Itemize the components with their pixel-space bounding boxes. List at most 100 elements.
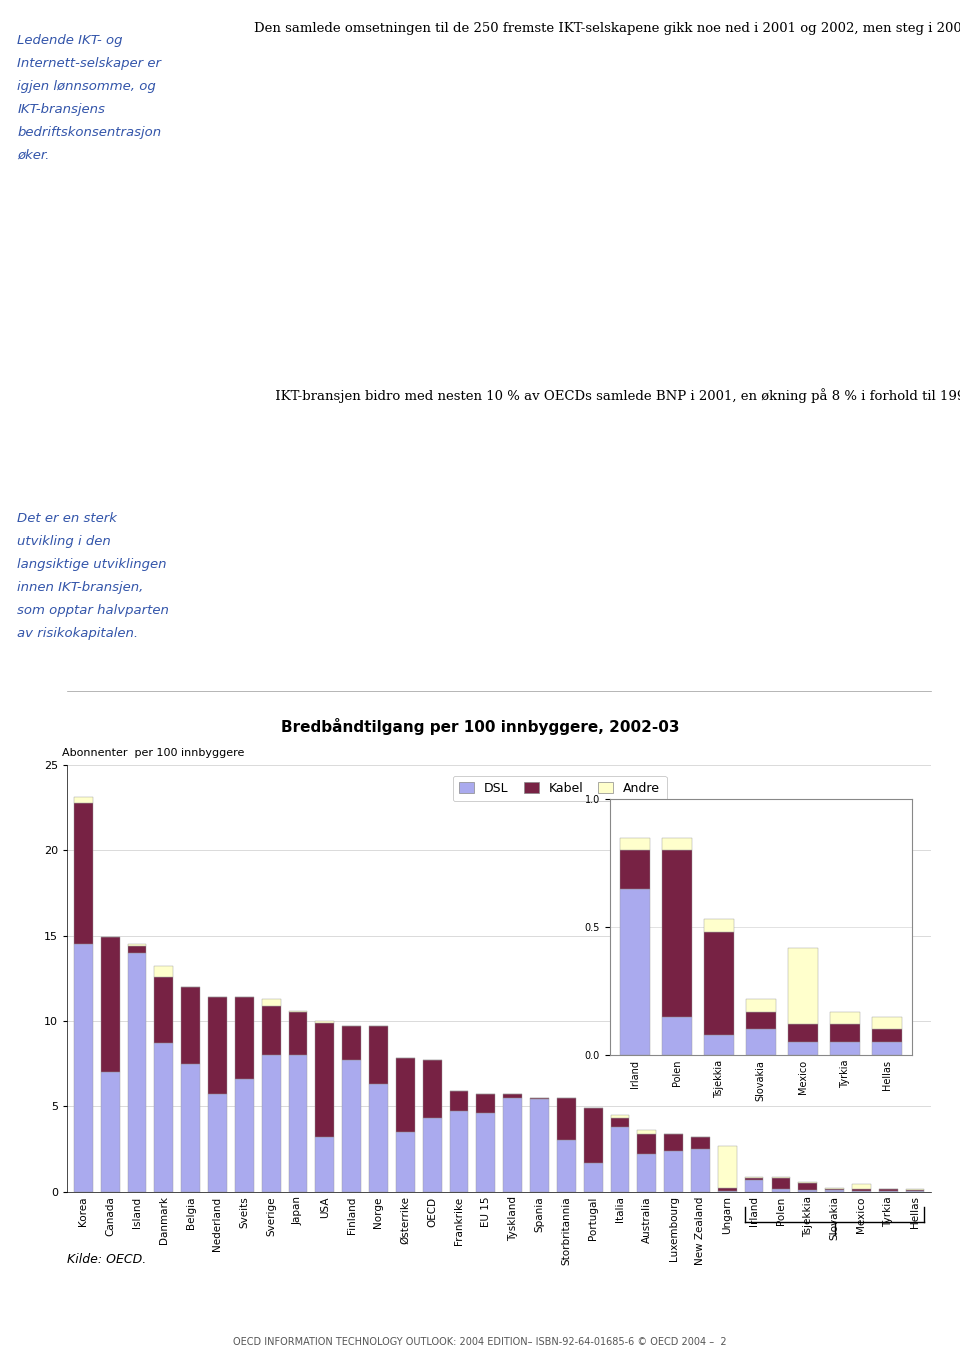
Bar (788, 1043, 818, 1055)
Bar (852, 1185, 871, 1189)
Bar (262, 1055, 280, 1192)
Bar (637, 1154, 657, 1192)
Bar (718, 1187, 736, 1190)
Bar (557, 1098, 576, 1140)
Bar (620, 850, 650, 888)
Bar (396, 1132, 415, 1192)
Text: som opptar halvparten: som opptar halvparten (17, 604, 169, 617)
Bar (74, 798, 93, 803)
Bar (74, 944, 93, 1192)
Text: Bredbåndtilgang per 100 innbyggere, 2002-03: Bredbåndtilgang per 100 innbyggere, 2002… (280, 718, 680, 735)
Bar (316, 1021, 334, 1022)
Bar (181, 987, 200, 1064)
Bar (637, 1133, 657, 1154)
Bar (449, 1091, 468, 1112)
Bar (746, 1011, 776, 1029)
Bar (128, 946, 146, 953)
Bar (155, 1043, 173, 1192)
Bar (289, 1055, 307, 1192)
Bar (872, 1017, 901, 1029)
Bar (662, 1017, 691, 1055)
Text: Ledende IKT- og: Ledende IKT- og (17, 34, 123, 47)
Bar (369, 1085, 388, 1192)
Bar (611, 1114, 630, 1118)
Bar (530, 1099, 549, 1192)
Text: langsiktige utviklingen: langsiktige utviklingen (17, 558, 167, 571)
Text: Den samlede omsetningen til de 250 fremste IKT-selskapene gikk noe ned i 2001 og: Den samlede omsetningen til de 250 frems… (254, 20, 960, 35)
Bar (181, 1064, 200, 1192)
Bar (745, 1181, 763, 1192)
Bar (584, 1163, 603, 1192)
Text: bedriftskonsentrasjon: bedriftskonsentrasjon (17, 126, 161, 139)
Bar (208, 1094, 227, 1192)
Bar (662, 838, 691, 850)
Bar (799, 1183, 817, 1190)
Bar (503, 1098, 522, 1192)
Bar (704, 919, 733, 932)
Bar (746, 999, 776, 1011)
Text: øker.: øker. (17, 149, 50, 162)
Bar (342, 1026, 361, 1060)
Text: Kilde: OECD.: Kilde: OECD. (67, 1252, 147, 1266)
Bar (342, 1060, 361, 1192)
Bar (826, 1190, 844, 1192)
Bar (396, 1059, 415, 1132)
Legend: DSL, Kabel, Andre: DSL, Kabel, Andre (453, 776, 666, 802)
Bar (584, 1108, 603, 1163)
Bar (74, 803, 93, 944)
Text: OECD INFORMATION TECHNOLOGY OUTLOOK: 2004 EDITION– ISBN-92-64-01685-6 © OECD 200: OECD INFORMATION TECHNOLOGY OUTLOOK: 200… (233, 1338, 727, 1347)
Bar (788, 948, 818, 1025)
Bar (316, 1137, 334, 1192)
Bar (637, 1131, 657, 1133)
Bar (772, 1178, 790, 1189)
Bar (830, 1025, 859, 1043)
Bar (664, 1133, 683, 1151)
Bar (422, 1060, 442, 1118)
Bar (101, 1072, 120, 1192)
Bar (316, 1022, 334, 1137)
Text: innen IKT-bransjen,: innen IKT-bransjen, (17, 581, 144, 594)
Bar (557, 1140, 576, 1192)
Bar (128, 944, 146, 946)
Text: Internett-selskaper er: Internett-selskaper er (17, 57, 161, 70)
Bar (830, 1011, 859, 1025)
Bar (611, 1118, 630, 1127)
Bar (691, 1148, 709, 1192)
Bar (476, 1113, 495, 1192)
Text: av risikokapitalen.: av risikokapitalen. (17, 627, 138, 640)
Bar (872, 1043, 901, 1055)
Bar (745, 1178, 763, 1181)
Text: igjen lønnsomme, og: igjen lønnsomme, og (17, 80, 156, 93)
Bar (235, 997, 253, 1079)
Bar (503, 1094, 522, 1098)
Bar (718, 1147, 736, 1187)
Bar (422, 1118, 442, 1192)
Bar (691, 1137, 709, 1148)
Bar (872, 1029, 901, 1043)
Bar (620, 888, 650, 1055)
Bar (664, 1151, 683, 1192)
Bar (369, 1026, 388, 1085)
Bar (289, 1010, 307, 1013)
Bar (262, 1006, 280, 1055)
Text: utvikling i den: utvikling i den (17, 535, 111, 548)
Bar (662, 850, 691, 1017)
Bar (208, 997, 227, 1094)
Bar (611, 1127, 630, 1192)
Bar (704, 932, 733, 1034)
Bar (830, 1043, 859, 1055)
Bar (704, 1034, 733, 1055)
Text: Det er en sterk: Det er en sterk (17, 512, 117, 525)
Bar (128, 953, 146, 1192)
Bar (620, 838, 650, 850)
Bar (155, 976, 173, 1043)
Bar (449, 1112, 468, 1192)
Bar (155, 967, 173, 976)
Text: IKT-bransjens: IKT-bransjens (17, 103, 106, 116)
Bar (772, 1189, 790, 1192)
Bar (746, 1029, 776, 1055)
Bar (799, 1190, 817, 1192)
Bar (289, 1013, 307, 1055)
Bar (101, 937, 120, 1072)
Bar (788, 1025, 818, 1043)
